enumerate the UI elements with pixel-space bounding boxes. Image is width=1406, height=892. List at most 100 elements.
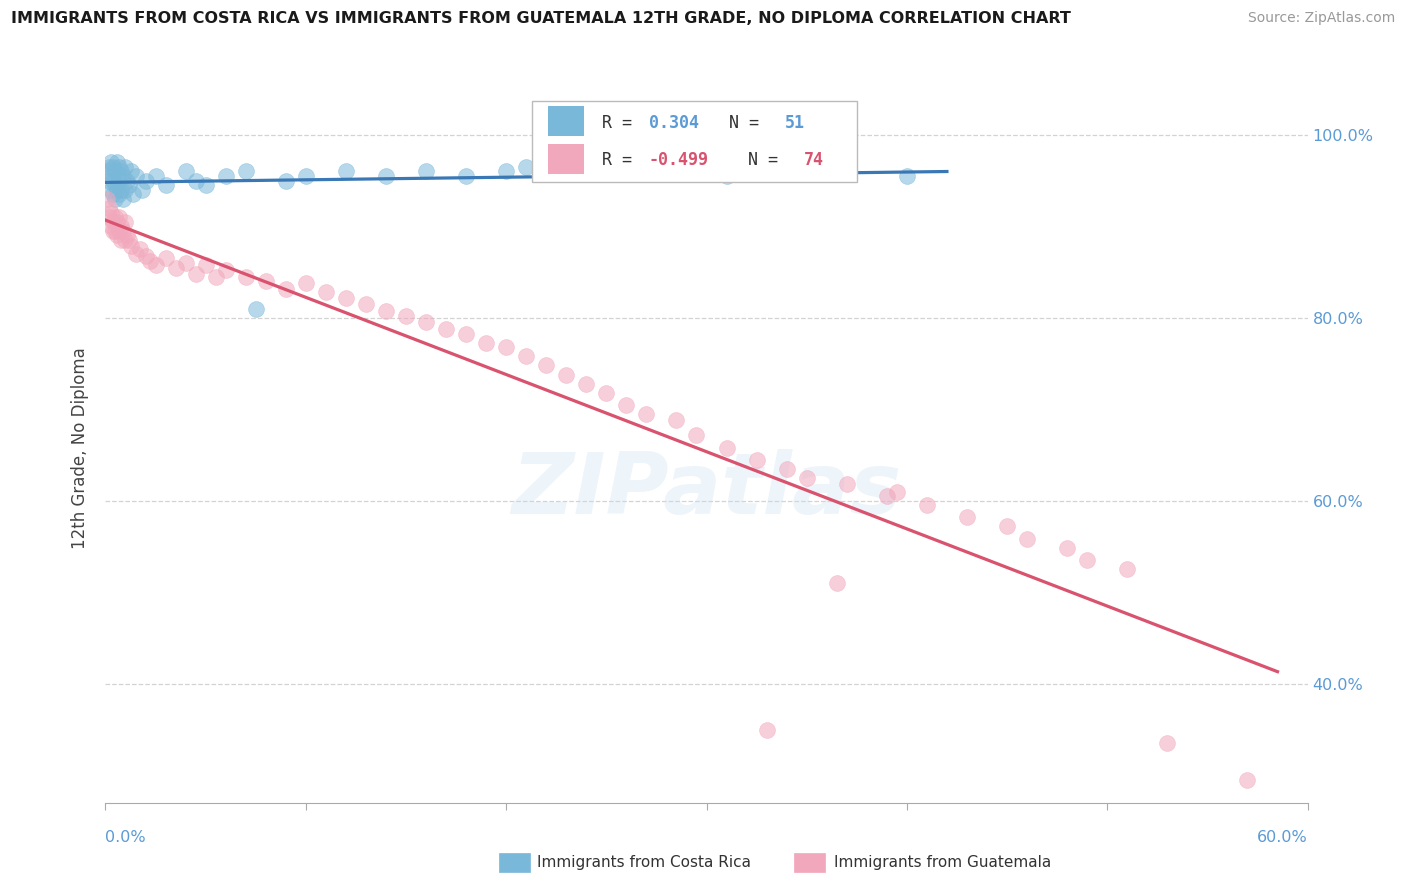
FancyBboxPatch shape (533, 101, 856, 182)
Point (665, 413, 688, 427)
Point (235, 269, 257, 284)
Point (135, 249, 157, 263)
Point (138, 254, 160, 268)
Point (104, 210, 127, 224)
Text: ZIPatlas: ZIPatlas (512, 450, 901, 533)
Point (495, 340, 517, 354)
Point (415, 315, 437, 329)
Point (274, 173, 297, 187)
Point (108, 160, 131, 174)
Point (575, 164, 598, 178)
Point (135, 173, 157, 187)
Text: Immigrants from Guatemala: Immigrants from Guatemala (834, 855, 1052, 870)
Point (110, 183, 132, 197)
Point (103, 160, 125, 174)
Point (108, 173, 131, 187)
Point (1236, 772, 1258, 787)
Point (1056, 541, 1078, 556)
Point (155, 178, 177, 193)
Point (103, 224, 125, 238)
Point (112, 192, 135, 206)
Point (100, 155, 122, 169)
Point (796, 471, 818, 485)
Point (1017, 533, 1039, 547)
Point (194, 258, 217, 272)
Point (616, 398, 638, 412)
Point (107, 215, 129, 229)
Point (110, 233, 132, 247)
Point (145, 258, 167, 272)
Point (214, 263, 236, 277)
Point (896, 169, 918, 183)
Point (118, 178, 141, 193)
Point (100, 219, 122, 234)
Point (114, 160, 136, 174)
Point (107, 183, 129, 197)
Point (254, 274, 277, 288)
Point (616, 160, 638, 174)
Point (796, 164, 818, 178)
Point (755, 723, 778, 737)
Point (475, 336, 498, 351)
Point (636, 407, 658, 421)
Point (98, 210, 121, 224)
Point (104, 178, 127, 193)
Point (335, 164, 357, 178)
Point (274, 281, 297, 295)
Point (415, 164, 437, 178)
Text: Immigrants from Costa Rica: Immigrants from Costa Rica (537, 855, 751, 870)
Point (117, 228, 139, 243)
Point (155, 252, 177, 266)
Text: IMMIGRANTS FROM COSTA RICA VS IMMIGRANTS FROM GUATEMALA 12TH GRADE, NO DIPLOMA C: IMMIGRANTS FROM COSTA RICA VS IMMIGRANTS… (11, 11, 1071, 26)
Point (1156, 736, 1178, 750)
Point (395, 309, 418, 323)
Point (96, 192, 118, 206)
Bar (548, 106, 583, 136)
Point (495, 164, 517, 178)
Point (374, 169, 398, 183)
Point (194, 178, 217, 193)
Text: 0.304: 0.304 (648, 114, 699, 132)
Point (776, 462, 799, 476)
Point (124, 247, 146, 261)
Y-axis label: 12th Grade, No Diploma: 12th Grade, No Diploma (72, 347, 90, 549)
Point (374, 303, 398, 318)
Point (825, 576, 848, 591)
Point (575, 376, 598, 391)
Text: N =: N = (709, 114, 769, 132)
Point (886, 484, 908, 499)
Point (107, 228, 129, 243)
Point (716, 441, 738, 455)
Point (295, 276, 318, 290)
Point (108, 224, 131, 238)
Point (114, 215, 136, 229)
Point (165, 260, 187, 275)
Point (121, 164, 143, 178)
Point (315, 285, 337, 300)
Text: 74: 74 (804, 152, 824, 169)
Point (98, 160, 121, 174)
Point (745, 452, 768, 467)
Point (103, 215, 125, 229)
Text: -0.499: -0.499 (648, 152, 709, 169)
Point (108, 187, 131, 202)
Bar (548, 145, 583, 174)
Point (145, 169, 167, 183)
Point (245, 301, 267, 316)
Point (534, 359, 557, 373)
Point (995, 519, 1018, 533)
Point (515, 160, 537, 174)
Point (354, 297, 377, 311)
Point (107, 155, 129, 169)
Point (555, 368, 578, 382)
Point (1076, 553, 1098, 567)
Point (122, 187, 145, 202)
Point (128, 242, 150, 256)
Point (204, 269, 226, 284)
Point (595, 385, 617, 400)
Point (112, 224, 135, 238)
Point (915, 499, 938, 513)
Text: 0.0%: 0.0% (105, 830, 146, 846)
Point (104, 164, 127, 178)
Text: N =: N = (728, 152, 789, 169)
